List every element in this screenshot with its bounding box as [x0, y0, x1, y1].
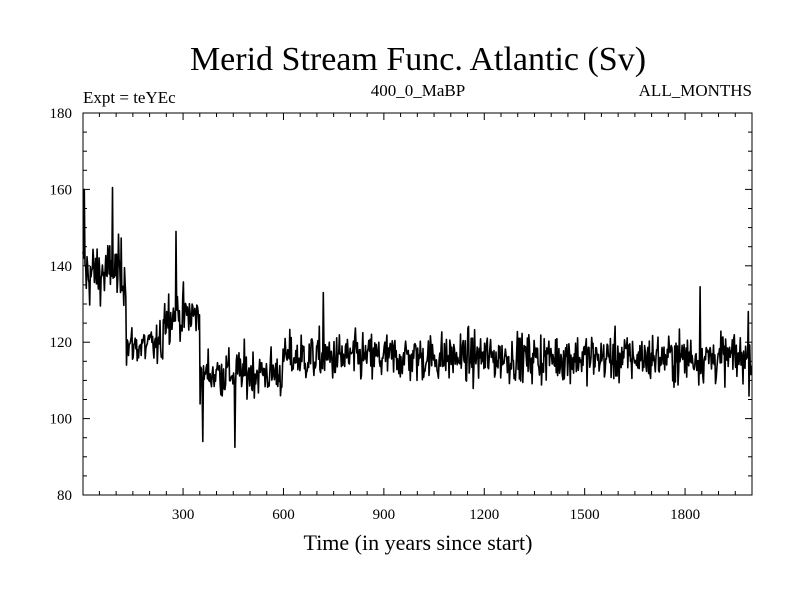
- x-tick-label: 300: [172, 507, 195, 523]
- x-tick-label: 1500: [570, 507, 600, 523]
- y-tick-label: 160: [50, 182, 73, 198]
- y-tick-label: 120: [50, 335, 73, 351]
- y-tick-label: 140: [50, 259, 73, 275]
- months-label: ALL_MONTHS: [639, 81, 752, 100]
- x-axis-label: Time (in years since start): [304, 530, 533, 555]
- x-tick-label: 900: [373, 507, 396, 523]
- y-tick-label: 180: [50, 106, 73, 122]
- x-tick-label: 1200: [469, 507, 499, 523]
- x-tick-label: 600: [272, 507, 295, 523]
- series-layer: [82, 186, 753, 449]
- y-tick-label: 80: [57, 488, 72, 504]
- series-line: [82, 186, 753, 449]
- x-tick-label: 1800: [670, 507, 700, 523]
- y-tick-label: 100: [50, 412, 73, 428]
- experiment-label: Expt = teYEc: [83, 88, 176, 107]
- chart-title: Merid Stream Func. Atlantic (Sv): [190, 41, 646, 78]
- period-label: 400_0_MaBP: [371, 81, 465, 100]
- axes-layer: 80 100 120 140 160 180 300 600 900 1200 1500 1800: [50, 106, 753, 523]
